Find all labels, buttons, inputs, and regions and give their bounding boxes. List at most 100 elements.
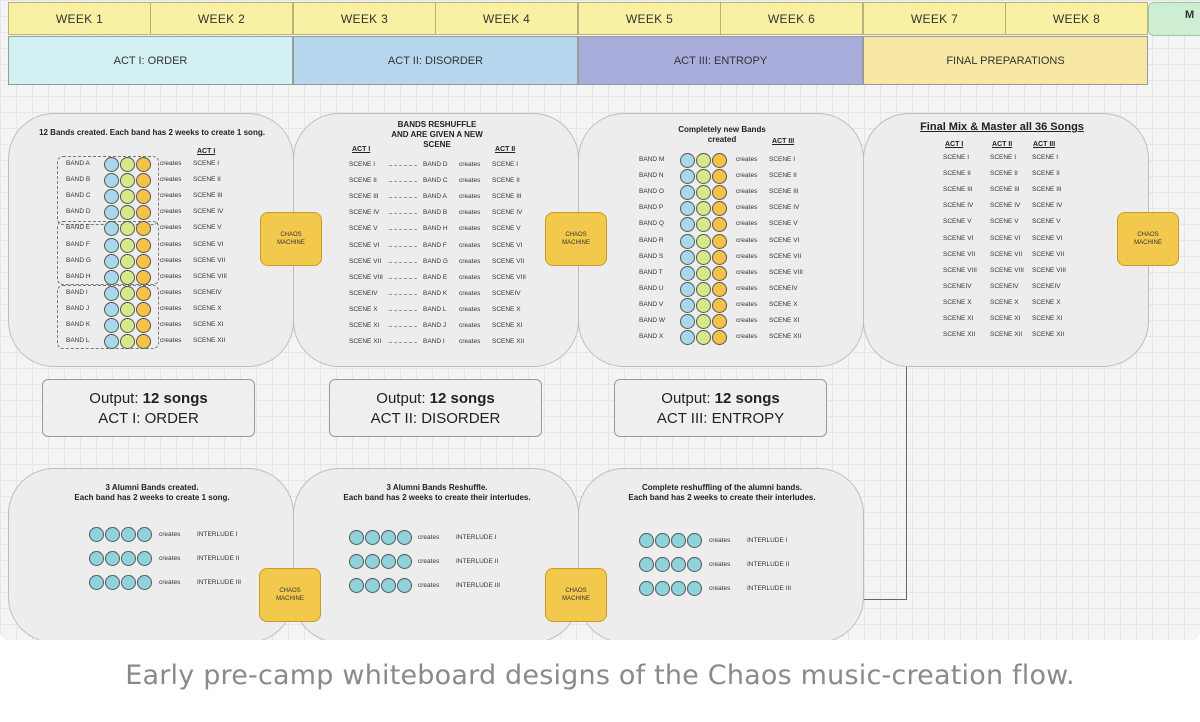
creates-label: creates	[160, 192, 182, 200]
act-i-scene-label: SCENE III	[349, 193, 379, 201]
band-member-circle	[696, 201, 711, 217]
chaos-machine: CHAOS MACHINE	[1117, 212, 1179, 266]
final-act-i-scene: SCENE I	[943, 154, 970, 161]
reshuffle-arrow	[389, 261, 417, 263]
final-act-i-scene: SCENE XII	[943, 331, 976, 339]
panel-title: 3 Alumni Bands Reshuffle. Each band has 2…	[343, 483, 531, 502]
scene-label: SCENE VIII	[193, 272, 227, 280]
interlude-label: INTERLUDE II	[747, 561, 790, 568]
alumni-member-circle	[349, 578, 364, 593]
column-header: ACT II	[495, 146, 516, 153]
final-act-i-scene: SCENE VII	[943, 250, 976, 258]
band-label: BAND E	[66, 224, 91, 232]
title-line: AND ARE GIVEN A NEW	[391, 130, 483, 139]
band-label: BAND F	[66, 240, 90, 248]
alumni-member-circle	[397, 554, 412, 569]
act-ii-scene-label: SCENE III	[492, 193, 522, 201]
scene-label: SCENE VI	[769, 236, 800, 244]
panel-title: BANDS RESHUFFLE AND ARE GIVEN A NEW SCEN…	[354, 120, 520, 150]
output-box-act-ii: Output: 12 songs ACT II: DISORDER	[329, 379, 542, 437]
band-member-circle	[104, 269, 119, 285]
band-member-circle	[680, 217, 695, 233]
band-member-circle	[680, 185, 695, 201]
band-label: BAND A	[423, 193, 447, 201]
alumni-member-circle	[137, 527, 152, 542]
alumni-member-circle	[687, 557, 702, 572]
band-member-circle	[696, 249, 711, 265]
final-act-ii-scene: SCENE V	[990, 218, 1019, 226]
creates-label: creates	[736, 156, 758, 163]
band-member-circle	[120, 237, 135, 253]
interlude-label: INTERLUDE II	[456, 558, 499, 565]
creates-label: creates	[459, 161, 481, 168]
band-label: BAND F	[423, 241, 447, 249]
chaos-machine: CHAOS MACHINE	[259, 568, 321, 622]
output-act: ACT I: ORDER	[98, 410, 199, 427]
interlude-label: INTERLUDE III	[456, 582, 501, 589]
band-member-circle	[136, 253, 151, 269]
final-act-iii-scene: SCENE I	[1032, 154, 1059, 161]
creates-label: creates	[459, 257, 481, 265]
band-label: BAND B	[66, 176, 91, 184]
creates-label: creates	[160, 272, 182, 280]
week-5: WEEK 5	[578, 2, 721, 35]
reshuffle-arrow	[389, 197, 417, 199]
column-header: ACT III	[772, 138, 795, 145]
band-member-circle	[104, 301, 119, 317]
act-ii-scene-label: SCENE I	[492, 161, 519, 168]
interlude-label: INTERLUDE I	[456, 534, 497, 541]
title-line: created	[707, 135, 737, 144]
band-member-circle	[120, 173, 135, 189]
scene-label: SCENE I	[193, 160, 220, 167]
scene-label: SCENE VII	[769, 252, 802, 260]
chaos-machine: CHAOS MACHINE	[545, 568, 607, 622]
final-act-i-scene: SCENE V	[943, 218, 972, 226]
final-act-iii-scene: SCENE IV	[1032, 202, 1063, 210]
creates-label: creates	[459, 289, 481, 297]
band-member-circle	[680, 281, 695, 297]
act-i-scene-label: SCENE II	[349, 177, 377, 185]
output-count: 12 songs	[429, 390, 495, 407]
alumni-member-circle	[89, 527, 104, 542]
scene-label: SCENE III	[193, 192, 223, 200]
final-act-ii-scene: SCENE VII	[990, 250, 1023, 258]
band-member-circle	[104, 318, 119, 333]
alumni-panel-3: Complete reshuffling of the alumni bands…	[578, 468, 864, 640]
act-ii-scene-label: SCENE II	[492, 177, 520, 185]
band-member-circle	[712, 201, 727, 217]
creates-label: creates	[736, 252, 758, 260]
creates-label: creates	[736, 333, 758, 341]
alumni-member-circle	[349, 554, 364, 569]
alumni-member-circle	[365, 554, 380, 569]
output-box-act-i: Output: 12 songs ACT I: ORDER	[42, 379, 255, 437]
final-act-i-scene: SCENE IV	[943, 202, 974, 210]
alumni-member-circle	[105, 575, 120, 590]
alumni-member-circle	[655, 557, 670, 572]
creates-label: creates	[159, 555, 181, 562]
act-ii-header: ACT II: DISORDER	[293, 36, 578, 85]
creates-label: creates	[736, 220, 758, 228]
final-act-ii-scene: SCENE XI	[990, 315, 1021, 322]
reshuffle-arrow	[389, 342, 417, 344]
output-prefix: Output:	[661, 390, 711, 407]
final-act-iii-scene: SCENE VIII	[1032, 266, 1066, 274]
reshuffle-arrow	[389, 326, 417, 327]
act-ii-scene-label: SCENE VII	[492, 257, 525, 265]
band-label: BAND C	[423, 177, 448, 185]
alumni-member-circle	[381, 530, 396, 545]
band-member-circle	[120, 318, 135, 333]
alumni-member-circle	[655, 581, 670, 596]
band-member-circle	[120, 189, 135, 205]
final-act-ii-scene: SCENE VI	[990, 234, 1021, 242]
column-header: ACT II	[992, 141, 1013, 148]
band-label: BAND I	[423, 338, 445, 346]
week-extra-tab: M	[1148, 2, 1200, 36]
band-member-circle	[136, 157, 151, 172]
interlude-label: INTERLUDE I	[197, 531, 238, 538]
reshuffle-arrow	[389, 165, 417, 166]
panel-title: Final Mix & Master all 36 Songs	[920, 121, 1084, 133]
scene-label: SCENE XII	[769, 333, 802, 341]
band-label: BAND B	[423, 209, 448, 217]
title-line: SCENE	[423, 140, 451, 149]
final-act-ii-scene: SCENE II	[990, 170, 1018, 178]
